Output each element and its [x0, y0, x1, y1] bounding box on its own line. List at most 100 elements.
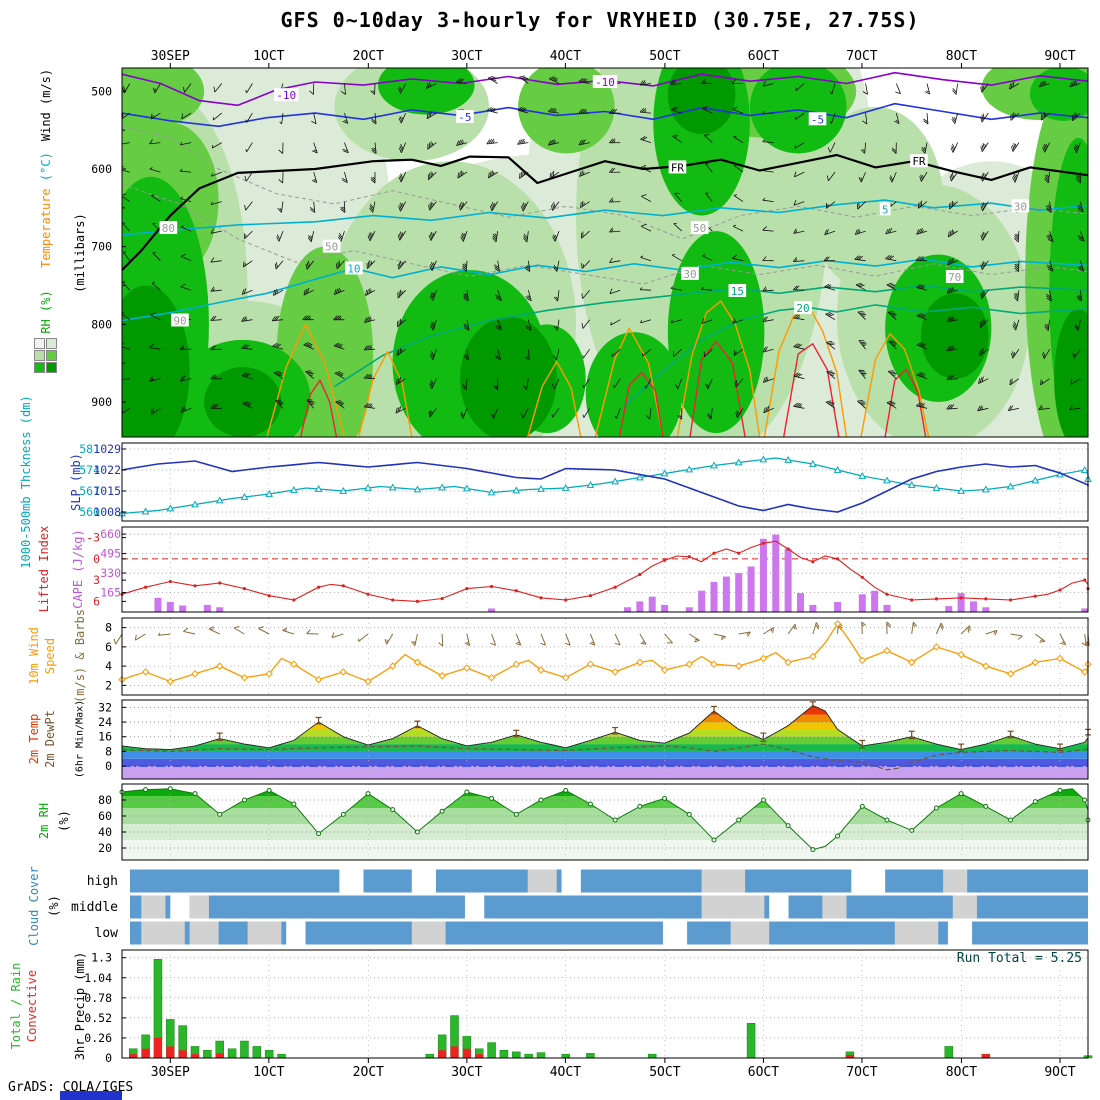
svg-text:1.04: 1.04 [84, 971, 112, 985]
precip-axis-label: 3hr Precip (mm) [73, 951, 87, 1061]
svg-text:495: 495 [100, 547, 121, 561]
svg-text:0.26: 0.26 [84, 1031, 112, 1045]
svg-text:7OCT: 7OCT [846, 49, 877, 64]
rh-legend-swatch [34, 338, 45, 349]
svg-text:581: 581 [79, 442, 100, 456]
svg-text:20: 20 [796, 302, 809, 315]
svg-text:1022: 1022 [93, 463, 121, 477]
svg-text:6: 6 [105, 640, 112, 654]
svg-text:30SEP: 30SEP [151, 49, 190, 64]
svg-text:7OCT: 7OCT [846, 1065, 877, 1080]
wind10m-axis-label-2: Speed [43, 637, 57, 675]
svg-text:560: 560 [79, 505, 100, 519]
grads-banner [60, 1091, 122, 1100]
svg-text:900: 900 [91, 395, 112, 409]
svg-text:-5: -5 [458, 111, 471, 124]
rh-shading-legend-label: RH (%) [39, 290, 53, 334]
svg-text:0.78: 0.78 [84, 991, 112, 1005]
svg-text:middle: middle [71, 900, 118, 915]
svg-text:5OCT: 5OCT [649, 1065, 680, 1080]
svg-text:15: 15 [731, 285, 744, 298]
svg-text:50: 50 [325, 241, 338, 254]
svg-text:660: 660 [100, 527, 121, 541]
svg-text:1OCT: 1OCT [253, 1065, 284, 1080]
svg-text:8OCT: 8OCT [946, 1065, 977, 1080]
lifted-index-axis-label: Lifted Index [37, 525, 51, 613]
rh-legend-swatch [46, 338, 57, 349]
svg-text:Run Total = 5.25: Run Total = 5.25 [957, 951, 1082, 966]
temp2m-axis-label: 2m Temp [27, 713, 41, 765]
svg-text:-10: -10 [595, 76, 615, 89]
thickness-axis-label: 1000-500mb Thckness (dm) [19, 395, 33, 569]
cloud-cover-axis-label: Cloud Cover [27, 866, 41, 946]
wind10m-axis-label-3: (m/s) & Barbs [73, 609, 87, 703]
svg-text:4: 4 [105, 659, 112, 673]
svg-text:FR: FR [912, 155, 926, 168]
svg-text:32: 32 [98, 700, 112, 714]
svg-text:165: 165 [100, 586, 121, 600]
svg-text:5OCT: 5OCT [649, 49, 680, 64]
dewpt-axis-label: 2m DewPt [43, 710, 57, 768]
svg-text:20: 20 [98, 841, 112, 855]
millibars-axis-label: (millibars) [73, 213, 87, 293]
svg-text:high: high [87, 874, 118, 889]
svg-text:80: 80 [98, 793, 112, 807]
svg-text:800: 800 [91, 317, 112, 331]
svg-text:24: 24 [98, 715, 112, 729]
svg-text:-3: -3 [86, 531, 100, 545]
svg-text:3: 3 [93, 573, 100, 587]
minmax-axis-label: (6hr Min/Max) [74, 699, 86, 779]
precip-total-axis-label: Total / Rain [9, 962, 23, 1050]
svg-text:6OCT: 6OCT [748, 1065, 779, 1080]
svg-text:567: 567 [79, 484, 100, 498]
svg-text:60: 60 [98, 809, 112, 823]
rh-legend-swatches [34, 338, 60, 378]
svg-text:5: 5 [882, 203, 889, 216]
rh-legend-swatch [46, 362, 57, 373]
rh2m-axis-label: 2m RH [37, 802, 51, 840]
svg-text:0: 0 [93, 552, 100, 566]
upper-temp-axis-label: Temperature (°C) [39, 152, 53, 268]
svg-text:50: 50 [693, 222, 706, 235]
svg-text:2: 2 [105, 678, 112, 692]
svg-text:3OCT: 3OCT [451, 1065, 482, 1080]
svg-text:9OCT: 9OCT [1044, 49, 1075, 64]
svg-text:1015: 1015 [93, 484, 121, 498]
upper-wind-axis-label: Wind (m/s) [39, 68, 53, 142]
svg-text:0: 0 [105, 759, 112, 773]
svg-text:3OCT: 3OCT [451, 49, 482, 64]
svg-text:30: 30 [683, 268, 696, 281]
svg-text:low: low [95, 926, 119, 941]
svg-text:9OCT: 9OCT [1044, 1065, 1075, 1080]
svg-text:FR: FR [671, 161, 685, 174]
svg-text:1OCT: 1OCT [253, 49, 284, 64]
cloud-cover-unit-label: (%) [47, 895, 61, 917]
page-title: GFS 0~10day 3-hourly for VRYHEID (30.75E… [280, 8, 920, 32]
rh-legend-swatch [34, 350, 45, 361]
svg-text:30: 30 [1014, 200, 1027, 213]
svg-text:16: 16 [98, 730, 112, 744]
svg-text:8: 8 [105, 621, 112, 635]
cape-axis-label: CAPE (J/kg) [71, 529, 85, 609]
wind10m-axis-label-1: 10m Wind [27, 627, 41, 685]
svg-text:90: 90 [173, 314, 186, 327]
svg-text:1.3: 1.3 [91, 951, 112, 965]
rh-legend-swatch [46, 350, 57, 361]
rh2m-unit-label: (%) [57, 810, 71, 832]
svg-text:0.52: 0.52 [84, 1011, 112, 1025]
precip-convective-axis-label: Convective [25, 969, 39, 1043]
svg-text:10: 10 [347, 262, 360, 275]
svg-text:2OCT: 2OCT [353, 49, 384, 64]
svg-text:-10: -10 [276, 89, 296, 102]
svg-text:700: 700 [91, 240, 112, 254]
svg-text:330: 330 [100, 566, 121, 580]
svg-text:4OCT: 4OCT [550, 1065, 581, 1080]
slp-axis-label: SLP (mb) [69, 453, 83, 511]
svg-text:6OCT: 6OCT [748, 49, 779, 64]
svg-text:1029: 1029 [93, 442, 121, 456]
svg-text:70: 70 [948, 271, 961, 284]
svg-text:40: 40 [98, 825, 112, 839]
svg-text:6: 6 [93, 594, 100, 608]
